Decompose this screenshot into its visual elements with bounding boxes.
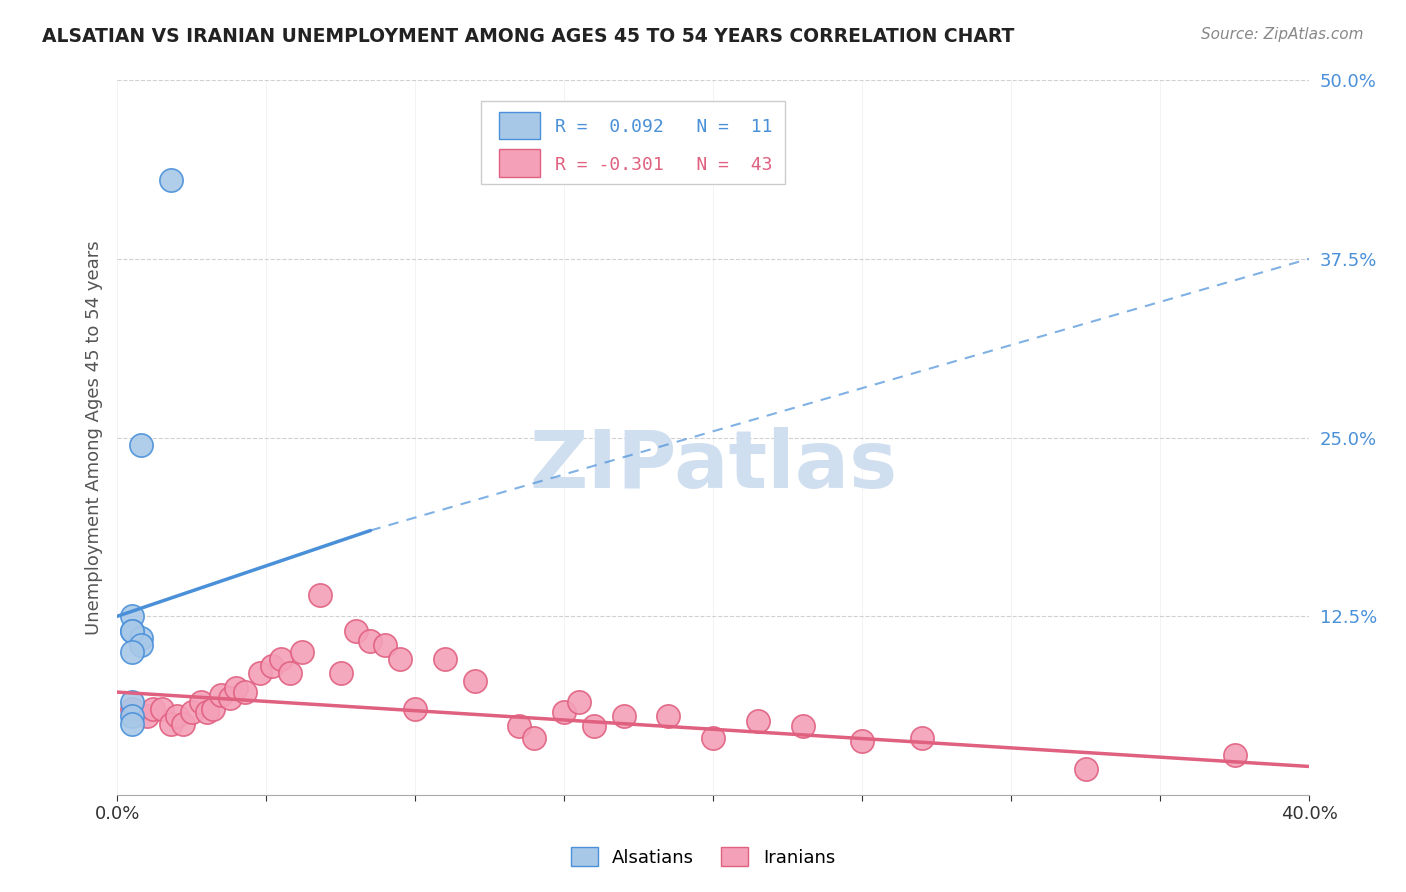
Point [262, 659, 284, 673]
Point [225, 681, 247, 695]
Point [329, 666, 352, 681]
Text: ALSATIAN VS IRANIAN UNEMPLOYMENT AMONG AGES 45 TO 54 YEARS CORRELATION CHART: ALSATIAN VS IRANIAN UNEMPLOYMENT AMONG A… [42, 27, 1015, 45]
Point [172, 716, 194, 731]
Point [404, 702, 426, 716]
Text: ZIPatlas: ZIPatlas [529, 427, 897, 505]
Point [553, 705, 575, 719]
Point [792, 719, 814, 733]
Point [219, 690, 242, 705]
Point [190, 695, 212, 709]
Point [702, 731, 724, 745]
Point [613, 709, 636, 723]
Point [121, 702, 143, 716]
Point [278, 666, 301, 681]
Point [233, 685, 256, 699]
Point [121, 624, 143, 638]
Point [747, 714, 769, 728]
Point [508, 719, 530, 733]
Point [523, 731, 546, 745]
FancyBboxPatch shape [481, 102, 785, 184]
Legend: Alsatians, Iranians: Alsatians, Iranians [564, 840, 842, 874]
Point [1074, 762, 1097, 776]
Point [344, 624, 367, 638]
Point [1223, 747, 1246, 762]
Point [433, 652, 456, 666]
Point [568, 695, 591, 709]
Text: R = -0.301   N =  43: R = -0.301 N = 43 [554, 156, 772, 174]
Point [129, 638, 152, 652]
Point [159, 173, 181, 187]
Point [142, 702, 165, 716]
Point [121, 624, 143, 638]
Point [180, 705, 202, 719]
FancyBboxPatch shape [499, 149, 540, 177]
Point [121, 645, 143, 659]
Point [121, 695, 143, 709]
Text: Source: ZipAtlas.com: Source: ZipAtlas.com [1201, 27, 1364, 42]
Point [159, 716, 181, 731]
Point [374, 638, 396, 652]
Point [308, 588, 330, 602]
Point [211, 688, 233, 702]
Point [121, 609, 143, 624]
Y-axis label: Unemployment Among Ages 45 to 54 years: Unemployment Among Ages 45 to 54 years [86, 240, 103, 635]
Point [270, 652, 292, 666]
FancyBboxPatch shape [499, 112, 540, 139]
Point [657, 709, 679, 723]
Point [121, 716, 143, 731]
Point [291, 645, 314, 659]
Point [249, 666, 271, 681]
Text: R =  0.092   N =  11: R = 0.092 N = 11 [554, 118, 772, 136]
Point [129, 631, 152, 645]
Point [851, 733, 873, 747]
Point [911, 731, 934, 745]
Point [582, 719, 605, 733]
Point [166, 709, 188, 723]
Point [136, 709, 159, 723]
Point [195, 705, 218, 719]
Point [129, 438, 152, 452]
Point [121, 709, 143, 723]
Point [464, 673, 486, 688]
Point [201, 702, 224, 716]
Point [359, 633, 381, 648]
Point [389, 652, 412, 666]
Point [150, 702, 173, 716]
